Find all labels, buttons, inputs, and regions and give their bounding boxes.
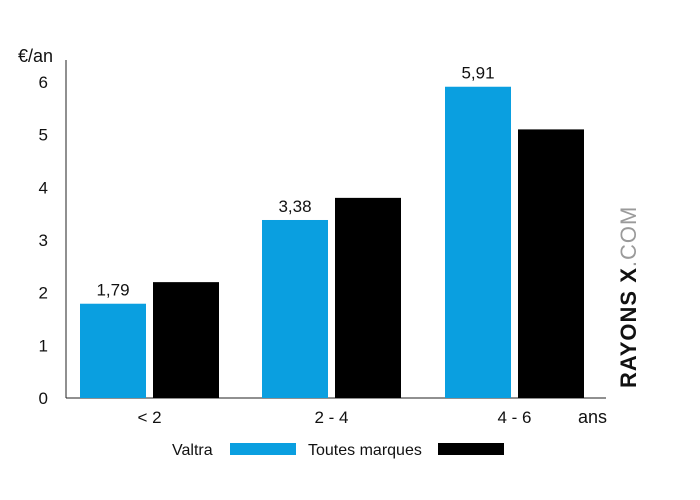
x-tick-label: < 2 xyxy=(137,408,161,427)
bar-value-label: 3,38 xyxy=(278,197,311,216)
y-tick-label: 0 xyxy=(39,389,48,408)
y-axis-label: €/an xyxy=(18,46,53,66)
x-tick-label: 2 - 4 xyxy=(314,408,348,427)
bar-value-label: 5,91 xyxy=(461,64,494,83)
x-tick-label: 4 - 6 xyxy=(497,408,531,427)
bar xyxy=(335,197,401,398)
x-axis-label: ans xyxy=(578,407,607,427)
watermark-text: RAYONS X.COM xyxy=(616,206,641,388)
ticks-group: 0 1 2 3 4 5 6 < 2 2 - 4 4 - 6 xyxy=(39,73,532,427)
legend-label: Valtra xyxy=(172,442,213,459)
watermark-bold-text: RAYONS X xyxy=(616,267,641,388)
legend-label: Toutes marques xyxy=(308,442,422,459)
bars-group: 1,79 3,38 5,91 xyxy=(80,64,584,399)
bar xyxy=(445,86,511,399)
y-tick-label: 5 xyxy=(39,126,48,145)
bar xyxy=(153,282,219,398)
bar xyxy=(262,219,328,398)
bar xyxy=(80,303,146,398)
watermark-light-text: .COM xyxy=(616,206,641,267)
y-tick-label: 6 xyxy=(39,73,48,92)
legend-swatch xyxy=(230,443,296,455)
y-tick-label: 3 xyxy=(39,231,48,250)
bar-value-label: 1,79 xyxy=(96,281,129,300)
y-tick-label: 2 xyxy=(39,284,48,303)
y-tick-label: 1 xyxy=(39,336,48,355)
legend-swatch xyxy=(438,443,504,455)
watermark: RAYONS X.COM xyxy=(616,206,641,388)
legend: Valtra Toutes marques xyxy=(172,442,504,459)
bar xyxy=(518,129,584,398)
y-tick-label: 4 xyxy=(39,178,48,197)
